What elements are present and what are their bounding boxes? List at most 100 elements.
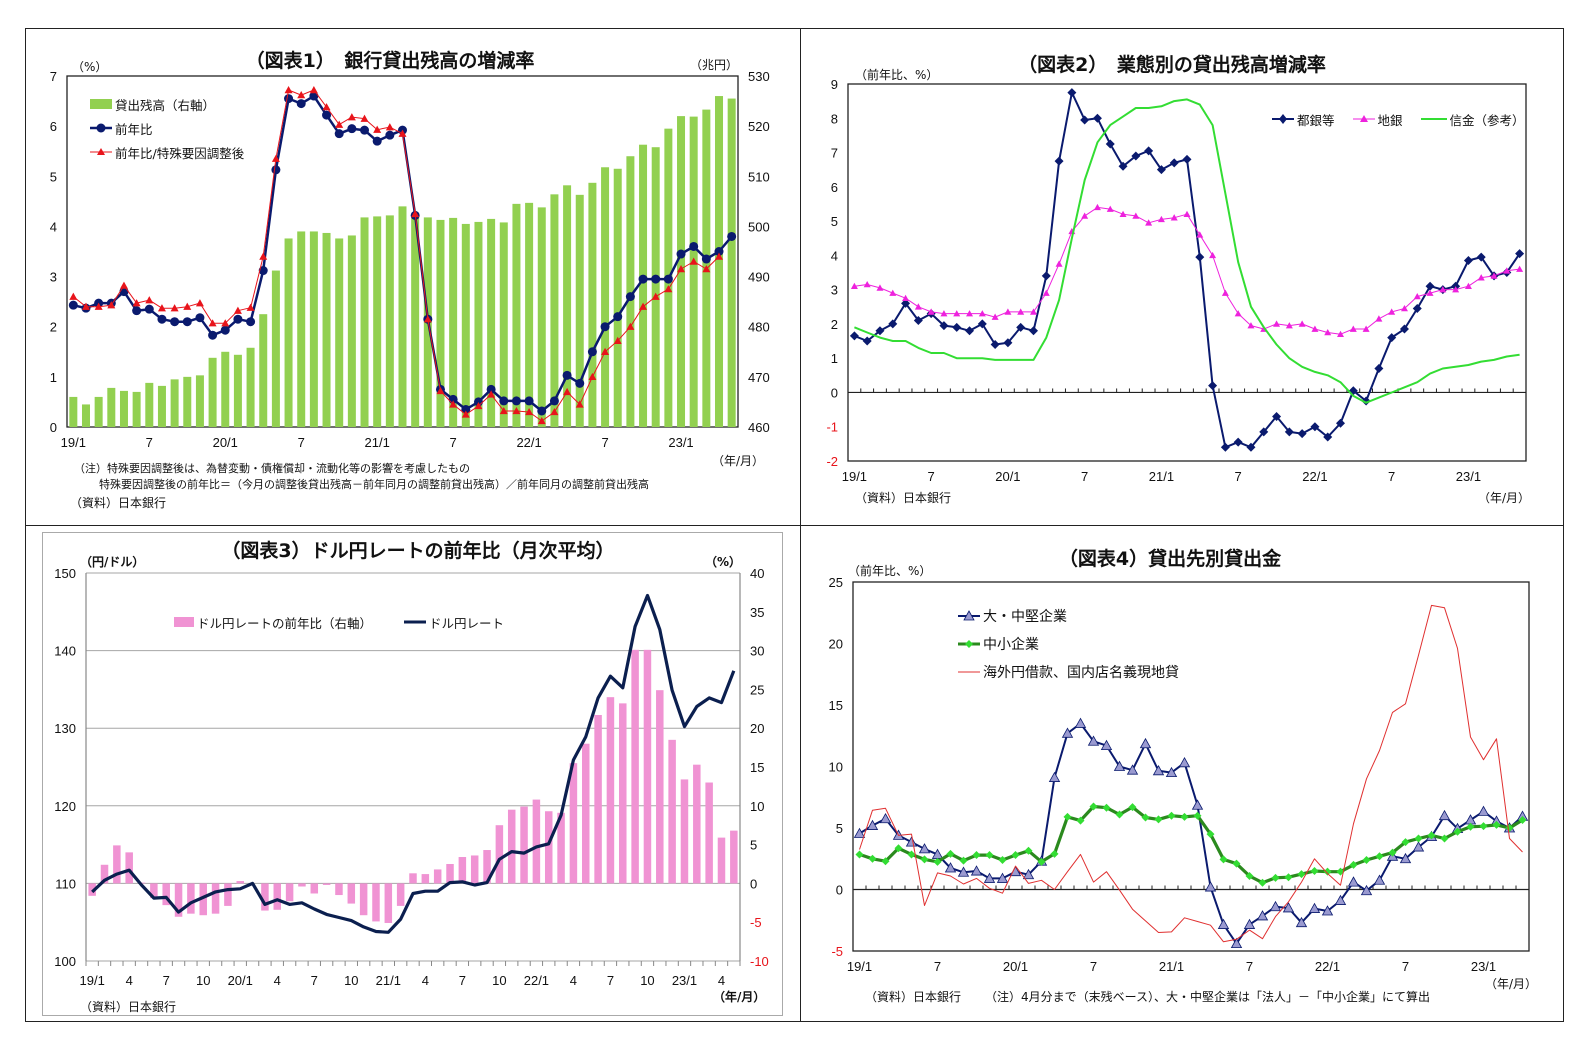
data-point (221, 319, 230, 327)
bar (310, 883, 319, 894)
chart4-note: （注）4月分まで（末残ベース）、大・中堅企業は「法人」－「中小企業」にて算出 (985, 990, 1431, 1004)
x-tick-label: 4 (422, 973, 429, 988)
chart2-left-unit: （前年比、%） (855, 68, 939, 82)
y-tick-label-right: 490 (748, 270, 770, 285)
bar (727, 98, 736, 428)
y-tick-label-left: 1 (50, 370, 57, 385)
data-point (1152, 764, 1165, 776)
data-point (1412, 303, 1422, 313)
data-point (1167, 811, 1176, 820)
data-point (1464, 282, 1472, 290)
data-point (1233, 437, 1243, 447)
data-point (879, 812, 892, 824)
data-point (651, 274, 661, 284)
data-point (372, 136, 382, 146)
data-point (145, 296, 154, 304)
data-point (1438, 809, 1451, 821)
data-point (894, 844, 903, 853)
y-tick-label-left: 5 (831, 214, 838, 229)
data-point (549, 396, 559, 406)
bar (601, 167, 610, 427)
data-point (271, 154, 280, 162)
data-point (918, 843, 931, 854)
data-point (1144, 146, 1154, 156)
bar (651, 147, 660, 427)
data-point (1102, 803, 1111, 812)
data-point (1204, 881, 1217, 892)
data-point (1011, 851, 1020, 860)
y-tick-label-right: 500 (748, 219, 770, 234)
bar (613, 168, 622, 427)
data-point (1464, 814, 1477, 825)
chart3-title: （図表3）ドル円レートの前年比（月次平均） (221, 540, 615, 562)
bar (639, 144, 648, 427)
data-point (1477, 805, 1490, 816)
bar (512, 203, 521, 427)
data-point (1128, 803, 1137, 812)
data-point (1401, 838, 1410, 847)
bar (273, 883, 282, 910)
data-point (1206, 830, 1215, 839)
bar (411, 216, 420, 427)
bar (495, 825, 504, 884)
data-point (373, 125, 382, 133)
chart4-title: （図表4）貸出先別貸出金 (1058, 548, 1282, 570)
chart4-legend: 大・中堅企業 中小企業 海外円借款、国内店名義現地貸 (958, 602, 1179, 686)
data-point (1269, 900, 1282, 912)
data-point (702, 265, 711, 273)
data-point (195, 299, 204, 307)
legend-label: 前年比 (115, 121, 153, 137)
data-point (970, 865, 983, 876)
bar (150, 883, 158, 899)
data-point (170, 317, 180, 327)
data-point (588, 372, 597, 381)
data-point (1463, 256, 1473, 266)
chart4-source: （資料）日本銀行 (865, 990, 962, 1004)
y-tick-label-left: 8 (831, 111, 838, 126)
legend-item: 貸出残高（右軸） (90, 92, 244, 116)
data-point (940, 310, 948, 317)
data-point (715, 252, 724, 260)
y-tick-label-right: 5 (750, 838, 757, 853)
y-tick-label-right: 460 (748, 420, 770, 435)
series-line (72, 89, 720, 422)
data-point (246, 303, 255, 311)
data-point (1466, 822, 1475, 831)
x-tick-label: 23/1 (668, 435, 693, 450)
data-point (998, 855, 1007, 864)
chart2-title: （図表2） 業態別の貸出残高増減率 (1018, 54, 1326, 76)
data-point (258, 266, 268, 276)
bar (132, 391, 141, 427)
x-tick-label: 20/1 (213, 435, 238, 450)
data-point (944, 862, 957, 873)
bar (631, 649, 639, 884)
bar (449, 217, 458, 427)
bar (347, 883, 356, 904)
data-point (1362, 855, 1371, 864)
triangle-line-swatch-icon (90, 148, 112, 155)
bar (582, 743, 590, 884)
data-point (966, 310, 974, 317)
data-point (322, 110, 332, 120)
data-point (575, 400, 584, 408)
data-point (920, 855, 929, 864)
circle-line-swatch-icon (90, 123, 112, 133)
y-tick-label-right: -5 (750, 915, 762, 930)
data-point (550, 407, 559, 416)
bar (385, 215, 394, 427)
data-point (638, 274, 648, 284)
data-point (499, 406, 508, 415)
y-tick-label-left: -1 (826, 420, 838, 435)
data-point (1004, 308, 1012, 315)
data-point (524, 396, 534, 406)
data-point (849, 331, 859, 341)
bar (246, 347, 255, 427)
data-point (1232, 859, 1241, 868)
legend-item: ドル円レートの前年比（右軸） (174, 610, 372, 634)
y-tick-label-left: 2 (50, 320, 57, 335)
x-tick-label: 7 (146, 435, 153, 450)
legend-label: 前年比/特殊要因調整後 (115, 145, 245, 161)
data-point (68, 300, 78, 310)
plot-area (852, 581, 1530, 952)
y-tick-label-left: 6 (50, 119, 57, 134)
